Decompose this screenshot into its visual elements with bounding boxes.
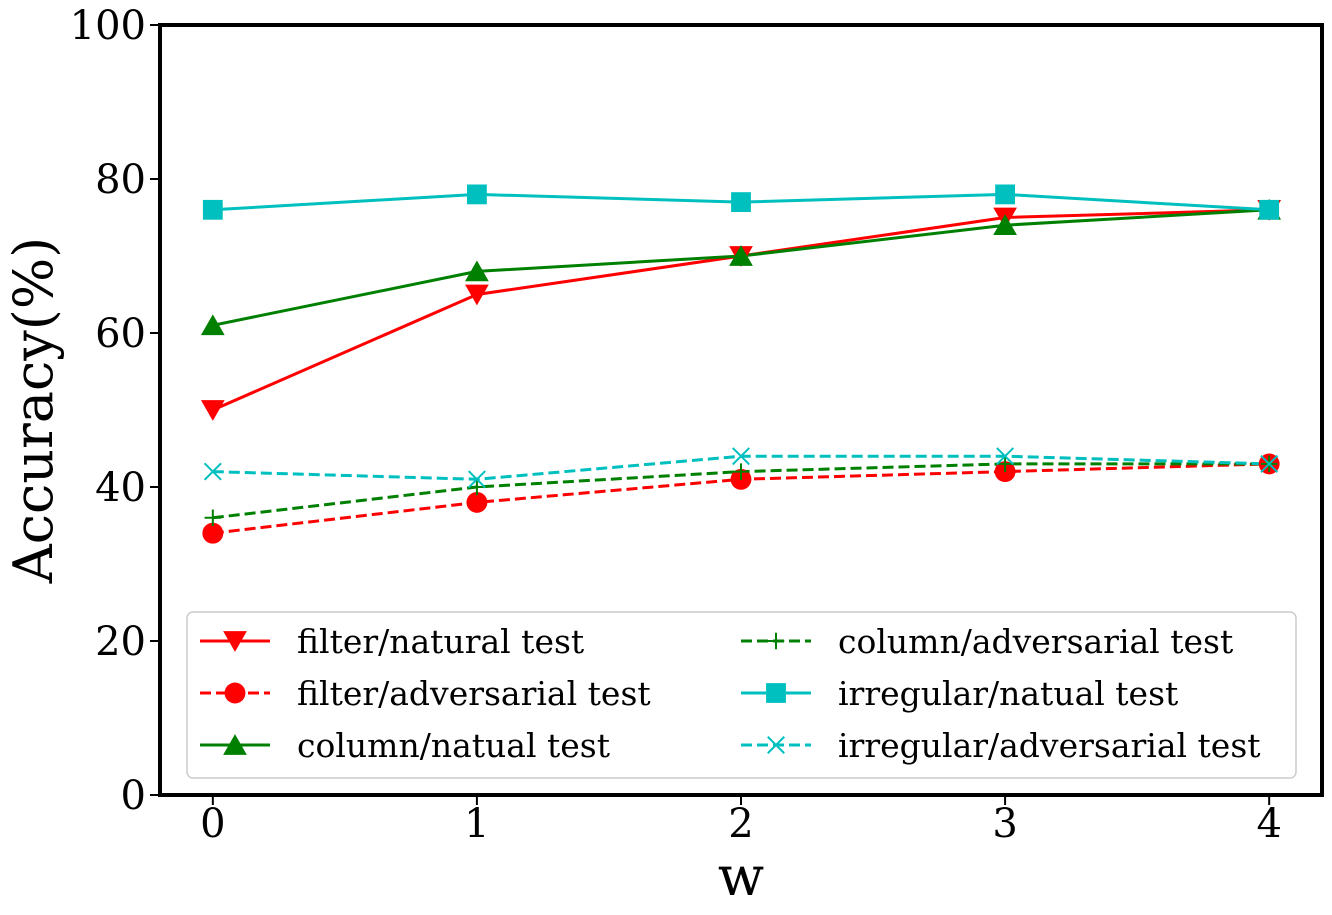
y-axis-title: Accuracy(%) — [2, 237, 65, 584]
y-tick-label: 40 — [95, 465, 146, 511]
x-tick-label: 0 — [200, 801, 225, 847]
y-tick-label: 80 — [95, 157, 146, 203]
data-point-circle — [466, 491, 488, 513]
data-point-x — [203, 462, 222, 481]
data-point-triangle-up — [200, 314, 225, 336]
data-point-plus — [204, 509, 222, 527]
legend-label: column/natual test — [297, 726, 610, 765]
data-point-triangle-down — [200, 400, 225, 421]
data-point-circle — [224, 682, 246, 704]
legend-label: filter/adversarial test — [297, 674, 651, 713]
x-axis-title: w — [718, 845, 764, 908]
y-tick-label: 0 — [121, 773, 146, 819]
data-point-triangle-down — [223, 631, 247, 652]
data-point-x — [767, 736, 785, 754]
data-point-square — [1259, 199, 1280, 220]
legend-label: column/adversarial test — [838, 622, 1233, 661]
x-tick-label: 4 — [1256, 801, 1281, 847]
data-point-square — [467, 184, 487, 205]
data-point-square — [766, 683, 786, 703]
legend-label: irregular/adversarial test — [838, 726, 1261, 765]
data-point-x — [996, 447, 1015, 466]
data-point-plus — [468, 478, 486, 496]
data-point-circle — [202, 522, 224, 544]
data-point-x — [732, 447, 750, 466]
data-point-plus — [767, 632, 785, 650]
data-point-x — [1260, 454, 1279, 473]
y-tick-label: 20 — [95, 619, 146, 665]
legend-label: irregular/natual test — [838, 674, 1178, 713]
plot-frame — [158, 23, 1324, 797]
data-point-triangle-up — [729, 245, 753, 266]
legend: filter/natural test filter/adversarial te… — [186, 611, 1297, 779]
series-markers — [200, 184, 1282, 544]
data-point-triangle-up — [993, 214, 1017, 236]
data-point-triangle-up — [223, 734, 247, 755]
x-tick-label: 2 — [728, 801, 753, 847]
data-point-plus — [996, 455, 1014, 473]
x-tick-label: 1 — [464, 801, 489, 847]
x-tick-label: 3 — [992, 801, 1017, 847]
data-point-triangle-down — [465, 284, 489, 306]
legend-frame — [186, 611, 1297, 779]
data-point-square — [731, 192, 751, 212]
data-point-square — [995, 184, 1015, 205]
legend-label: filter/natural test — [297, 622, 584, 661]
data-point-square — [202, 199, 223, 220]
data-point-x — [467, 470, 486, 489]
y-tick-label: 60 — [95, 311, 146, 357]
data-point-triangle-up — [465, 260, 489, 282]
y-tick-label: 100 — [70, 3, 146, 49]
data-point-plus — [732, 463, 750, 480]
